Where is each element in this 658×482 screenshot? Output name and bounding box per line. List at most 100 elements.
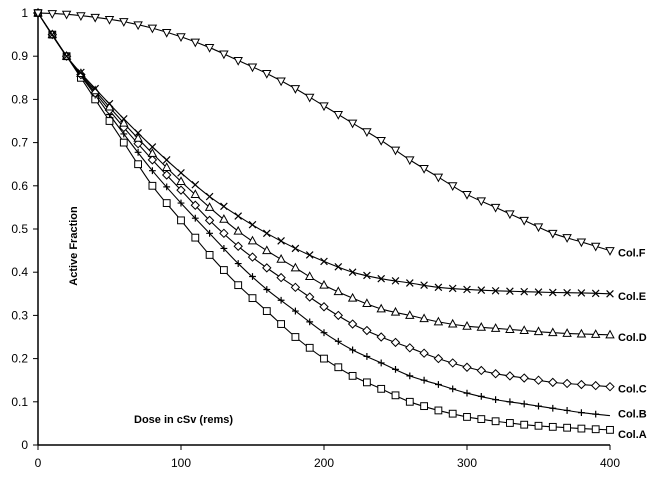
col-d-point-14 [233, 225, 243, 235]
col-b-point-30 [463, 389, 471, 397]
col-f-point-39 [590, 242, 601, 252]
col-f-point-18 [290, 85, 301, 94]
col-b-point-31 [477, 393, 485, 400]
col-e-point-36 [548, 288, 557, 297]
col-e-point-10 [177, 169, 185, 177]
col-d-point-23 [362, 298, 372, 308]
col-f-point-9 [161, 28, 172, 38]
col-b-point-13 [220, 245, 228, 252]
col-d-point-29 [447, 318, 458, 328]
col-f-point-14 [233, 57, 243, 66]
x-tick-label: 300 [457, 456, 477, 470]
col-d-point-31 [476, 322, 487, 331]
col-f-point-2 [61, 10, 72, 20]
col-d-point-24 [376, 303, 386, 313]
x-axis-title: Dose in cSv (rems) [134, 414, 233, 426]
col-b-point-28 [435, 381, 442, 388]
col-f-point-3 [76, 12, 86, 22]
col-d-point-22 [347, 292, 358, 302]
col-b-point-9 [163, 183, 171, 191]
col-c-point-24 [376, 332, 386, 342]
col-f-point-5 [104, 15, 115, 25]
col-d-point-18 [290, 262, 301, 272]
col-f-point-16 [262, 69, 272, 79]
col-d-point-21 [333, 286, 344, 296]
col-f-point-6 [119, 18, 129, 27]
col-e-point-29 [448, 284, 457, 293]
col-c-point-22 [347, 319, 358, 329]
series-col-b: Col.B [34, 9, 647, 421]
col-f-point-17 [276, 77, 286, 87]
col-b-point-11 [191, 214, 199, 222]
col-d-point-12 [204, 202, 215, 211]
col-a-point-7 [134, 160, 142, 169]
col-c-point-33 [505, 371, 515, 381]
col-b-point-29 [449, 385, 457, 393]
col-e-point-28 [434, 283, 443, 292]
col-b-point-15 [249, 273, 256, 280]
col-d-point-30 [462, 320, 472, 330]
col-d-point-17 [276, 253, 286, 263]
x-tick-label: 0 [35, 456, 42, 470]
col-e-point-25 [391, 277, 400, 285]
col-e-point-16 [262, 229, 271, 238]
col-f-point-20 [319, 102, 329, 112]
col-e-point-13 [220, 202, 228, 211]
series-col-f: Col.F [33, 9, 646, 260]
col-a-point-27 [420, 402, 429, 411]
col-b-point-36 [549, 404, 557, 412]
col-f-point-40 [605, 247, 615, 256]
col-d-point-27 [419, 313, 429, 323]
col-f-point-36 [548, 229, 558, 239]
series-col-e: Col.E [34, 9, 646, 303]
col-d-point-34 [519, 325, 529, 335]
col-a-point-14 [234, 281, 243, 290]
col-a-point-37 [563, 423, 572, 432]
col-c-point-23 [362, 325, 372, 336]
col-d-point-26 [405, 310, 415, 319]
col-e-point-30 [463, 285, 471, 294]
col-d-point-40 [605, 329, 615, 339]
col-c-point-21 [333, 310, 344, 321]
col-e-point-38 [577, 289, 586, 297]
col-a-point-39 [591, 425, 600, 434]
col-a-point-34 [520, 420, 529, 429]
col-c-point-13 [219, 228, 229, 239]
col-e-point-12 [205, 192, 214, 201]
col-e-point-24 [377, 274, 386, 283]
col-a-point-22 [348, 371, 357, 380]
col-b-point-17 [277, 296, 285, 304]
col-a-point-19 [305, 343, 314, 352]
col-f-point-24 [376, 136, 386, 146]
col-e-point-21 [334, 262, 343, 271]
col-a-point-40 [606, 425, 614, 434]
col-c-point-8 [147, 155, 158, 165]
col-d-point-7 [133, 133, 143, 142]
col-c-point-35 [533, 375, 544, 385]
col-f-point-35 [533, 223, 544, 233]
col-e-point-31 [477, 286, 486, 294]
col-f-point-22 [347, 119, 358, 129]
col-d-point-32 [490, 323, 501, 332]
col-d-point-35 [533, 326, 544, 336]
col-c-point-28 [433, 353, 444, 364]
col-a-point-24 [377, 384, 386, 393]
col-a-point-17 [277, 320, 286, 328]
col-f-point-32 [490, 203, 501, 213]
col-c-point-19 [304, 292, 315, 302]
col-a-point-16 [262, 307, 271, 315]
col-d-point-8 [147, 148, 158, 157]
y-tick-label: 0.3 [11, 308, 28, 322]
col-b-point-38 [578, 409, 585, 416]
col-b-point-35 [535, 402, 542, 410]
y-tick-label: 0.2 [11, 352, 28, 366]
col-c-point-36 [548, 377, 558, 388]
col-e-line [37, 12, 611, 295]
col-e-point-40 [606, 289, 614, 298]
col-c-point-30 [462, 362, 472, 372]
col-c-point-37 [562, 378, 572, 389]
col-f-label: Col.F [618, 248, 646, 260]
col-a-point-36 [548, 422, 557, 431]
col-b-point-37 [563, 407, 571, 414]
col-a-point-13 [220, 266, 228, 274]
